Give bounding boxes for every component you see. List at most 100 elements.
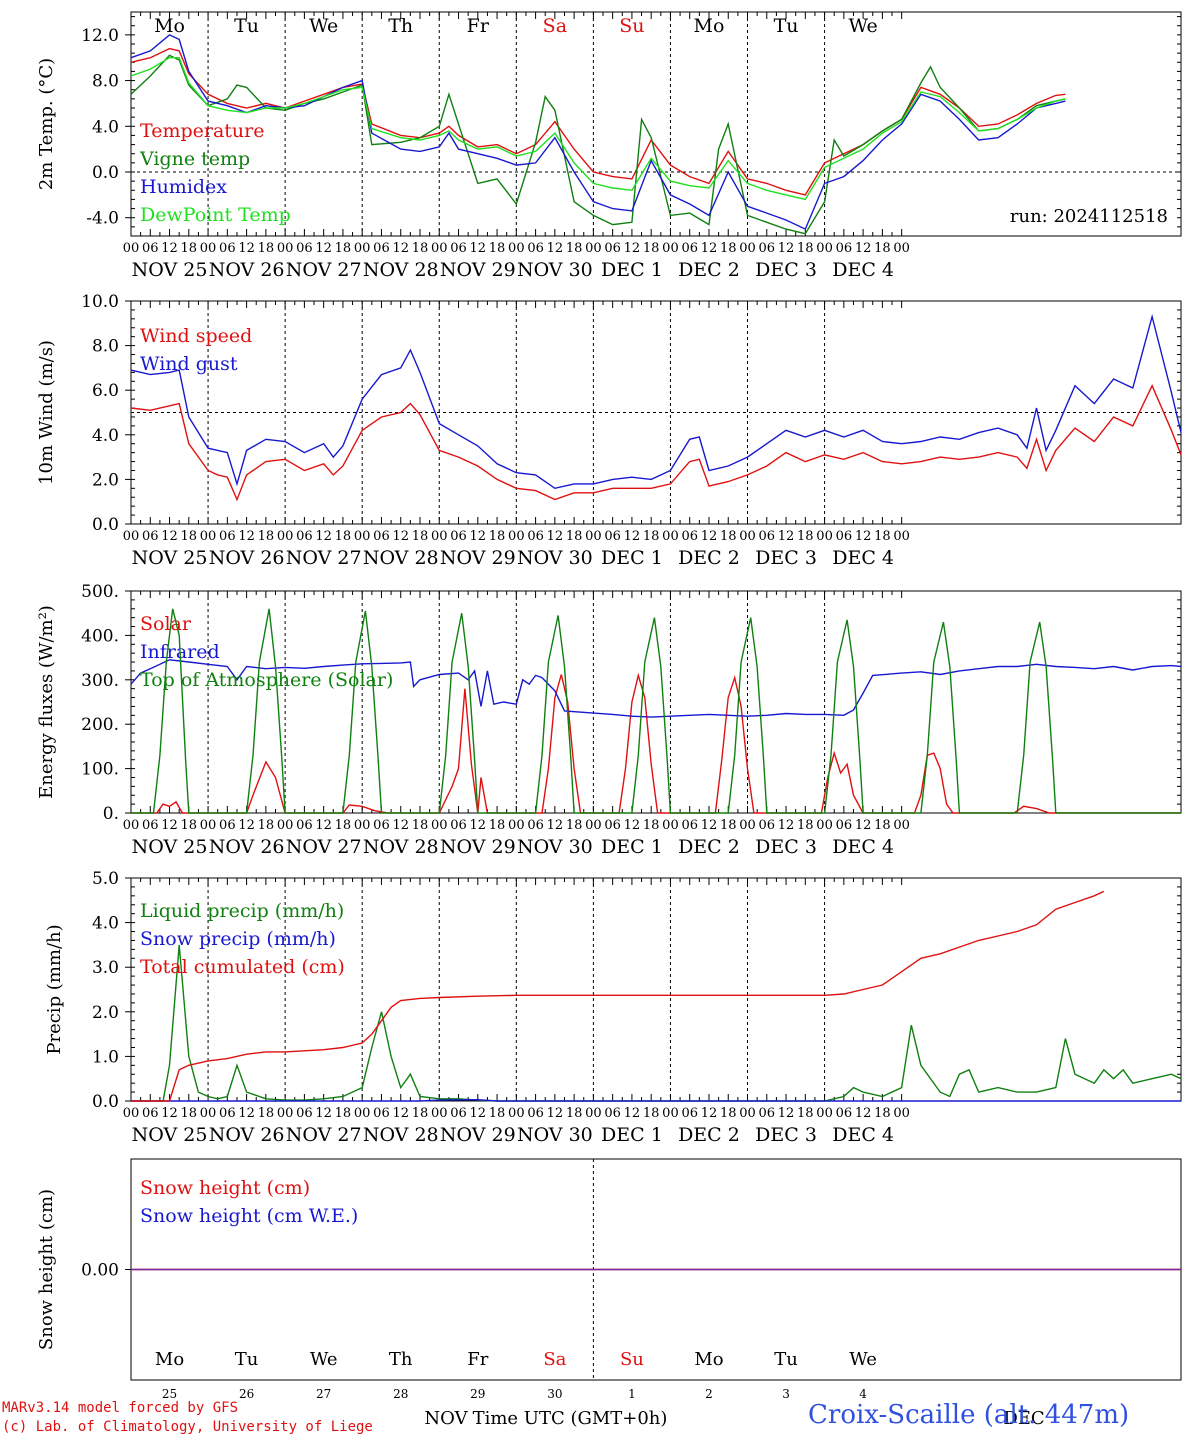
panel3-hour-tick-label: 06 <box>142 818 159 833</box>
panel1-date-label: DEC 1 <box>601 259 663 281</box>
panel3-hour-tick-label: 00 <box>893 818 910 833</box>
panel3-hour-tick-label: 12 <box>778 818 795 833</box>
panel4-hour-tick-label: 00 <box>739 1106 756 1121</box>
panel1-hour-tick-label: 00 <box>816 241 833 256</box>
panel2-hour-tick-label: 12 <box>315 529 332 544</box>
panel3-y-tick-label: 400. <box>81 626 119 646</box>
panel1-legend-entry: DewPoint Temp <box>140 204 291 226</box>
panel3-hour-tick-label: 12 <box>547 818 564 833</box>
panel3-hour-tick-label: 18 <box>412 818 429 833</box>
panel1-run-annotation: run: 2024112518 <box>1010 206 1168 227</box>
panel2-series-wind-speed <box>130 384 1182 502</box>
panel4-hour-tick-label: 18 <box>258 1106 275 1121</box>
panel2-hour-tick-label: 18 <box>412 529 429 544</box>
panel2-hour-tick-label: 18 <box>566 529 583 544</box>
panel1-date-label: NOV 26 <box>209 259 285 281</box>
panel3-date-label: NOV 29 <box>440 836 516 858</box>
panel4-y-axis-label: Precip (mm/h) <box>44 924 65 1054</box>
panel3-hour-tick-label: 06 <box>681 818 698 833</box>
panel3-y-axis-label: Energy fluxes (W/m²) <box>36 605 57 799</box>
panel3-hour-tick-label: 06 <box>373 818 390 833</box>
panel1-hour-tick-label: 00 <box>662 241 679 256</box>
panel3-y-tick-label: 100. <box>81 760 119 780</box>
panel4-hour-tick-label: 12 <box>161 1106 178 1121</box>
panel3-legend-entry: Solar <box>140 613 192 635</box>
panel3-date-label: DEC 4 <box>832 836 894 858</box>
panel1-weekday-label: Tu <box>774 15 799 37</box>
panel2-hour-tick-label: 06 <box>296 529 313 544</box>
panel2-hour-tick-label: 00 <box>354 529 371 544</box>
panel5-legend-entry: Snow height (cm W.E.) <box>140 1205 358 1227</box>
panel4-y-tick-label: 1.0 <box>92 1047 119 1067</box>
panel1-hour-tick-label: 06 <box>219 241 236 256</box>
panel4-legend-entry: Snow precip (mm/h) <box>140 928 336 950</box>
panel4-y-tick-label: 2.0 <box>92 1003 119 1023</box>
panel1-weekday-label: Mo <box>154 15 185 37</box>
panel4-date-label: DEC 2 <box>678 1124 740 1146</box>
panel1-hour-tick-label: 00 <box>893 241 910 256</box>
panel2-hour-tick-label: 18 <box>335 529 352 544</box>
panel1-hour-tick-label: 06 <box>373 241 390 256</box>
panel1-y-tick-label: 0.0 <box>92 163 119 183</box>
panel4-hour-tick-label: 18 <box>874 1106 891 1121</box>
panel4-date-label: NOV 27 <box>286 1124 362 1146</box>
panel4-hour-tick-label: 18 <box>720 1106 737 1121</box>
panel5-weekday-label: Sa <box>543 1349 566 1370</box>
panel2-hour-tick-label: 18 <box>720 529 737 544</box>
panel4-hour-tick-label: 18 <box>643 1106 660 1121</box>
panel4-hour-tick-label: 00 <box>893 1106 910 1121</box>
panel2-y-tick-label: 4.0 <box>92 426 119 446</box>
panel4-hour-tick-label: 12 <box>701 1106 718 1121</box>
panel1-weekday-label: Sa <box>543 15 567 37</box>
panel5-weekday-label: Mo <box>694 1349 723 1370</box>
panel1-hour-tick-label: 06 <box>604 241 621 256</box>
panel4-hour-tick-label: 06 <box>527 1106 544 1121</box>
panel4-hour-tick-label: 00 <box>277 1106 294 1121</box>
panel2-date-label: DEC 1 <box>601 547 663 569</box>
panel1-hour-tick-label: 06 <box>450 241 467 256</box>
panel3-hour-tick-label: 00 <box>123 818 140 833</box>
panel2-hour-tick-label: 18 <box>797 529 814 544</box>
panel1-hour-tick-label: 00 <box>585 241 602 256</box>
panel2-y-tick-label: 2.0 <box>92 470 119 490</box>
panel5-y-axis-label: Snow height (cm) <box>36 1189 57 1350</box>
panel2-date-label: NOV 26 <box>209 547 285 569</box>
panel5-day-number: 29 <box>470 1387 485 1401</box>
panel4-hour-tick-label: 12 <box>392 1106 409 1121</box>
panel3-hour-tick-label: 12 <box>238 818 255 833</box>
panel4-y-tick-label: 0.0 <box>92 1092 119 1112</box>
panel2-hour-tick-label: 00 <box>893 529 910 544</box>
panel1-date-label: NOV 27 <box>286 259 362 281</box>
panel4-hour-tick-label: 12 <box>315 1106 332 1121</box>
panel2-hour-tick-label: 06 <box>836 529 853 544</box>
panel3-hour-tick-label: 06 <box>604 818 621 833</box>
panel2-hour-tick-label: 18 <box>643 529 660 544</box>
panel4-hour-tick-label: 00 <box>662 1106 679 1121</box>
panel4-y-tick-label: 3.0 <box>92 958 119 978</box>
panel2-series-wind-gust <box>130 313 1182 490</box>
panel1-hour-tick-label: 18 <box>258 241 275 256</box>
panel1-hour-tick-label: 18 <box>335 241 352 256</box>
panel4-hour-tick-label: 12 <box>624 1106 641 1121</box>
panel3-y-tick-label: 300. <box>81 671 119 691</box>
panel3-hour-tick-label: 18 <box>181 818 198 833</box>
panel1-legend-entry: Temperature <box>140 120 264 142</box>
panel3-date-label: NOV 26 <box>209 836 285 858</box>
panel1-hour-tick-label: 00 <box>431 241 448 256</box>
panel3-hour-tick-label: 12 <box>855 818 872 833</box>
panel2-date-label: DEC 4 <box>832 547 894 569</box>
panel3-hour-tick-label: 12 <box>470 818 487 833</box>
panel5-day-number: 30 <box>547 1387 562 1401</box>
panel1-legend-entry: Humidex <box>140 176 227 198</box>
panel2-y-tick-label: 10.0 <box>81 292 119 312</box>
panel3-hour-tick-label: 12 <box>315 818 332 833</box>
panel4-y-tick-label: 4.0 <box>92 914 119 934</box>
panel2-hour-tick-label: 06 <box>450 529 467 544</box>
panel5-day-number: 25 <box>162 1387 177 1401</box>
panel1-hour-tick-label: 06 <box>836 241 853 256</box>
panel1-hour-tick-label: 00 <box>508 241 525 256</box>
panel3-date-label: NOV 30 <box>517 836 593 858</box>
panel3-hour-tick-label: 18 <box>335 818 352 833</box>
panel3-series-top-of-atmosphere-solar <box>131 608 1181 814</box>
